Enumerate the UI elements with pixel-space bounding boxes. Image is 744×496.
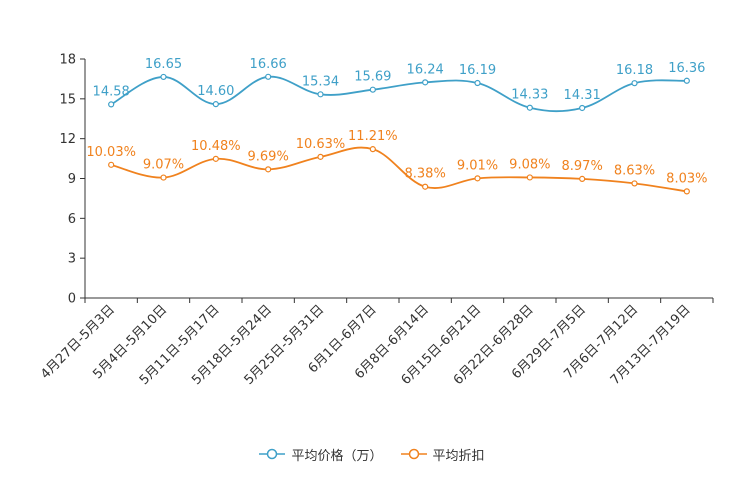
- series-0-label-1: 16.65: [145, 57, 182, 72]
- series-0-label-6: 16.24: [407, 62, 444, 77]
- series-1-point-3: [265, 166, 272, 173]
- series-line-1: [110, 146, 687, 193]
- series-1-label-7: 9.01%: [457, 158, 498, 173]
- series-1-point-9: [579, 175, 586, 182]
- series-1-point-7: [474, 175, 481, 182]
- series-0-label-8: 14.33: [511, 88, 548, 103]
- series-1-label-11: 8.03%: [666, 171, 707, 186]
- legend: 平均价格（万） 平均折扣: [0, 444, 744, 464]
- series-0-label-10: 16.18: [616, 63, 653, 78]
- series-1-label-2: 10.48%: [191, 139, 241, 154]
- y-tick-label-12: 12: [59, 132, 76, 147]
- series-1-point-8: [526, 174, 533, 181]
- series-0-label-2: 14.60: [197, 84, 234, 99]
- series-1-point-1: [160, 174, 167, 181]
- series-0-point-8: [526, 104, 533, 111]
- series-1-point-11: [683, 188, 690, 195]
- series-1-label-6: 8.38%: [405, 167, 446, 182]
- y-tick-label-18: 18: [59, 53, 76, 68]
- series-0-point-3: [265, 73, 272, 80]
- series-1-point-4: [317, 153, 324, 160]
- series-0-point-0: [108, 101, 115, 108]
- series-0-point-1: [160, 73, 167, 81]
- series-1-point-6: [422, 183, 429, 190]
- series-1-point-0: [108, 161, 115, 168]
- series-layer: 14.58 16.65 14.60 16.66 15.34 15.69 16.24 16.19…: [86, 57, 707, 195]
- legend-label-price: 平均价格（万）: [291, 448, 383, 464]
- series-1-label-10: 8.63%: [614, 163, 655, 178]
- y-tick-label-3: 3: [68, 252, 76, 267]
- axes: 03691215184月27日-5月3日5月4日-5月10日5月11日-5月17…: [38, 53, 714, 388]
- series-1-label-9: 8.97%: [562, 159, 603, 174]
- series-1-point-2: [212, 155, 219, 162]
- y-tick-label-15: 15: [59, 92, 76, 107]
- series-0-label-5: 15.69: [354, 70, 391, 85]
- series-0-point-7: [474, 79, 481, 87]
- series-1-label-8: 9.08%: [509, 157, 550, 172]
- series-1-label-3: 9.69%: [248, 149, 289, 164]
- series-0-point-4: [317, 91, 324, 98]
- y-tick-label-0: 0: [68, 292, 76, 307]
- series-1-label-0: 10.03%: [86, 145, 136, 160]
- series-0-label-4: 15.34: [302, 74, 339, 89]
- series-0-label-0: 14.58: [93, 84, 130, 99]
- y-tick-label-6: 6: [68, 212, 76, 227]
- series-0-point-2: [212, 101, 219, 108]
- series-1-label-4: 10.63%: [296, 137, 346, 152]
- series-0-label-7: 16.19: [459, 63, 496, 78]
- series-1-label-1: 9.07%: [143, 158, 184, 173]
- series-0-point-10: [631, 80, 638, 87]
- series-0-label-11: 16.36: [668, 61, 705, 76]
- series-1-point-10: [631, 180, 638, 187]
- series-0-point-6: [422, 79, 429, 86]
- legend-label-discount: 平均折扣: [432, 448, 485, 464]
- series-0-point-9: [579, 104, 586, 112]
- series-0-label-3: 16.66: [250, 57, 287, 72]
- series-0-point-5: [369, 86, 376, 93]
- series-1-point-5: [369, 146, 376, 153]
- y-tick-label-9: 9: [68, 172, 76, 187]
- series-1-label-5: 11.21%: [348, 129, 398, 144]
- series-0-point-11: [683, 77, 690, 84]
- legend-swatch-discount: [400, 448, 427, 460]
- legend-item-price[interactable]: 平均价格（万）: [259, 445, 383, 464]
- legend-item-discount[interactable]: 平均折扣: [400, 445, 485, 464]
- series-0-label-9: 14.31: [564, 88, 601, 103]
- legend-swatch-price: [259, 448, 286, 460]
